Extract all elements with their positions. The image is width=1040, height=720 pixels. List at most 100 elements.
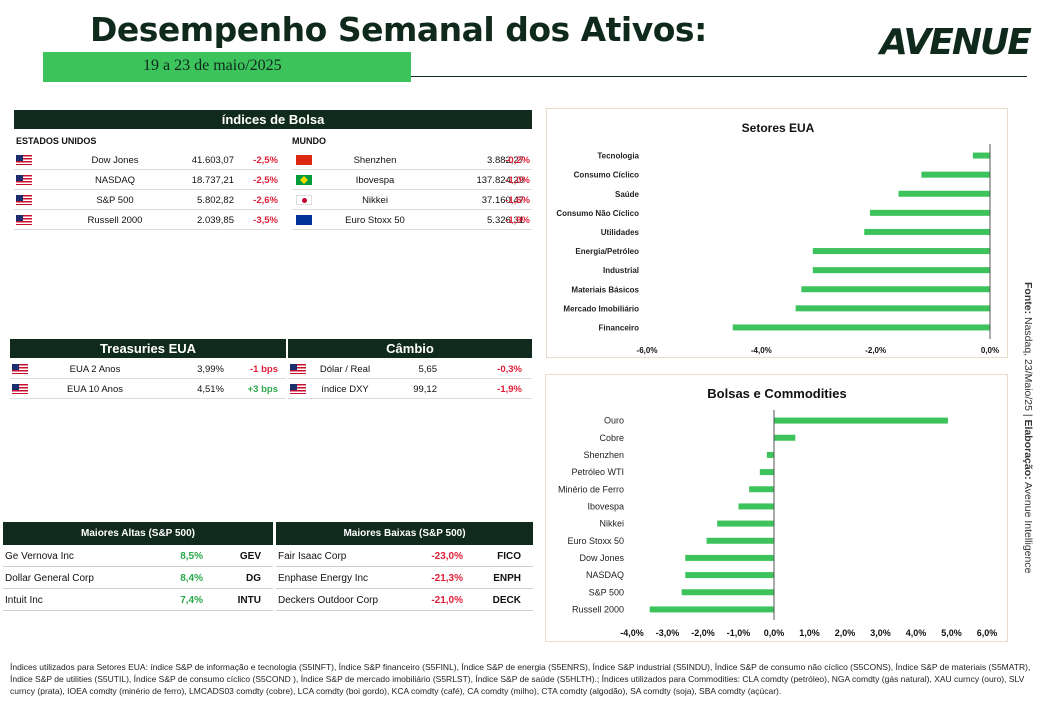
- us-index-name: Russell 2000: [87, 215, 143, 226]
- tick-label: 0,0%: [764, 628, 785, 638]
- category-label: Ouro: [604, 416, 624, 426]
- tick-label: 3,0%: [870, 628, 891, 638]
- treasuries-title: Treasuries EUA: [10, 339, 286, 358]
- cambio-name: Dólar / Real: [319, 364, 371, 375]
- china-flag: [296, 155, 312, 165]
- source-note: Fonte: Nasdaq, 23/Maio/25 | Elaboração: …: [1014, 282, 1038, 592]
- loser-change: -21,0%: [431, 595, 463, 606]
- us-index-row: Russell 2000 2.039,85 -3,5%: [14, 210, 280, 230]
- world-index-value: 137.824,29: [476, 175, 524, 186]
- tick-label: -2,0%: [691, 628, 715, 638]
- bar: [681, 589, 774, 596]
- category-label: Industrial: [603, 266, 639, 275]
- bar: [869, 209, 990, 216]
- losers-title: Maiores Baixas (S&P 500): [276, 522, 533, 545]
- treasury-change: +3 bps: [247, 384, 278, 395]
- bar: [774, 434, 796, 441]
- bar: [972, 152, 990, 159]
- us-flag: [12, 364, 28, 374]
- us-flag: [16, 175, 32, 185]
- us-index-value: 2.039,85: [197, 215, 234, 226]
- gainer-change: 8,4%: [180, 573, 203, 584]
- treasury-name: EUA 2 Anos: [69, 364, 121, 375]
- us-index-name: S&P 500: [96, 195, 134, 206]
- us-index-row: NASDAQ 18.737,21 -2,5%: [14, 170, 280, 190]
- us-index-name: NASDAQ: [94, 175, 136, 186]
- treasury-row: EUA 2 Anos 3,99% -1 bps: [10, 359, 286, 379]
- tick-label: -4,0%: [620, 628, 644, 638]
- bar: [685, 572, 774, 579]
- indices-title: índices de Bolsa: [14, 110, 532, 129]
- gainer-row: Intuit Inc 7,4% INTU: [3, 589, 273, 611]
- date-range: 19 a 23 de maio/2025: [143, 57, 282, 74]
- us-index-name: Dow Jones: [91, 155, 139, 166]
- bar: [774, 417, 948, 424]
- category-label: Materiais Básicos: [571, 285, 639, 294]
- category-label: Consumo Não Cíclico: [556, 209, 639, 218]
- treasuries-list: EUA 2 Anos 3,99% -1 bps EUA 10 Anos 4,51% +3 …: [10, 359, 286, 399]
- tick-label: 0,0%: [981, 346, 999, 355]
- world-index-value: 3.882,27: [487, 155, 524, 166]
- sectors-chart-panel: Setores EUA Tecnologia Consumo Cíclico Saúd…: [546, 108, 1008, 358]
- markets-chart-panel: Bolsas e Commodities Ouro Cobre Shenzhen Pet…: [545, 374, 1008, 642]
- tick-label: -2,0%: [865, 346, 886, 355]
- bar: [759, 469, 774, 476]
- bar: [732, 324, 990, 331]
- bar: [795, 305, 990, 312]
- cambio-value: 5,65: [418, 364, 438, 375]
- header-divider: [411, 76, 1027, 77]
- bar: [749, 486, 774, 493]
- category-label: Saúde: [615, 190, 640, 199]
- loser-change: -23,0%: [431, 551, 463, 562]
- category-label: Tecnologia: [597, 152, 639, 161]
- eu-flag: [296, 215, 312, 225]
- bar: [717, 520, 774, 527]
- us-index-change: -2,5%: [253, 155, 278, 166]
- treasury-row: EUA 10 Anos 4,51% +3 bps: [10, 379, 286, 399]
- world-index-value: 5.326,31: [487, 215, 524, 226]
- world-indices-list: Shenzhen 3.882,27 -0,2% Ibovespa 137.824,29-…: [292, 150, 532, 230]
- japan-flag: [296, 195, 312, 205]
- bar: [812, 248, 990, 255]
- category-label: Euro Stoxx 50: [567, 536, 624, 546]
- us-flag: [16, 155, 32, 165]
- bar: [898, 190, 990, 197]
- author-text: Avenue Intelligence: [1022, 479, 1034, 574]
- us-index-value: 41.603,07: [191, 155, 234, 166]
- us-heading: ESTADOS UNIDOS: [16, 136, 97, 146]
- world-heading: MUNDO: [292, 136, 326, 146]
- bar: [706, 537, 774, 544]
- category-label: Russell 2000: [572, 604, 624, 614]
- world-index-row: Nikkei 37.160,47 -1,6%: [292, 190, 532, 210]
- gainer-row: Dollar General Corp 8,4% DG: [3, 567, 273, 589]
- world-index-row: Ibovespa 137.824,29 -1,0%: [292, 170, 532, 190]
- world-index-value: 37.160,47: [481, 195, 524, 206]
- loser-row: Fair Isaac Corp -23,0% FICO: [276, 545, 533, 567]
- footnote: Índices utilizados para Setores EUA: índ…: [10, 662, 1031, 696]
- category-label: Ibovespa: [587, 501, 624, 511]
- us-flag: [16, 215, 32, 225]
- treasury-value: 4,51%: [197, 384, 224, 395]
- bar: [801, 286, 990, 293]
- world-index-row: Shenzhen 3.882,27 -0,2%: [292, 150, 532, 170]
- category-label: Mercado Imobiliário: [563, 304, 639, 313]
- us-index-row: S&P 500 5.802,82 -2,6%: [14, 190, 280, 210]
- losers-list: Fair Isaac Corp -23,0% FICO Enphase Energy …: [276, 545, 533, 611]
- gainer-ticker: DG: [246, 573, 261, 584]
- category-label: Utilidades: [601, 228, 640, 237]
- us-flag: [290, 364, 306, 374]
- loser-change: -21,3%: [431, 573, 463, 584]
- loser-ticker: DECK: [492, 595, 521, 606]
- world-index-name: Euro Stoxx 50: [345, 215, 405, 226]
- loser-ticker: FICO: [497, 551, 521, 562]
- cambio-list: Dólar / Real 5,65 -0,3% índice DXY 99,12 -1,9…: [288, 359, 532, 399]
- world-index-name: Shenzhen: [353, 155, 397, 166]
- tick-label: -1,0%: [727, 628, 751, 638]
- brazil-flag: [296, 175, 312, 185]
- bar: [738, 503, 774, 510]
- cambio-row: Dólar / Real 5,65 -0,3%: [288, 359, 532, 379]
- date-band: [43, 52, 411, 82]
- cambio-change: -0,3%: [497, 364, 522, 375]
- gainer-ticker: INTU: [237, 595, 261, 606]
- bar: [766, 451, 774, 458]
